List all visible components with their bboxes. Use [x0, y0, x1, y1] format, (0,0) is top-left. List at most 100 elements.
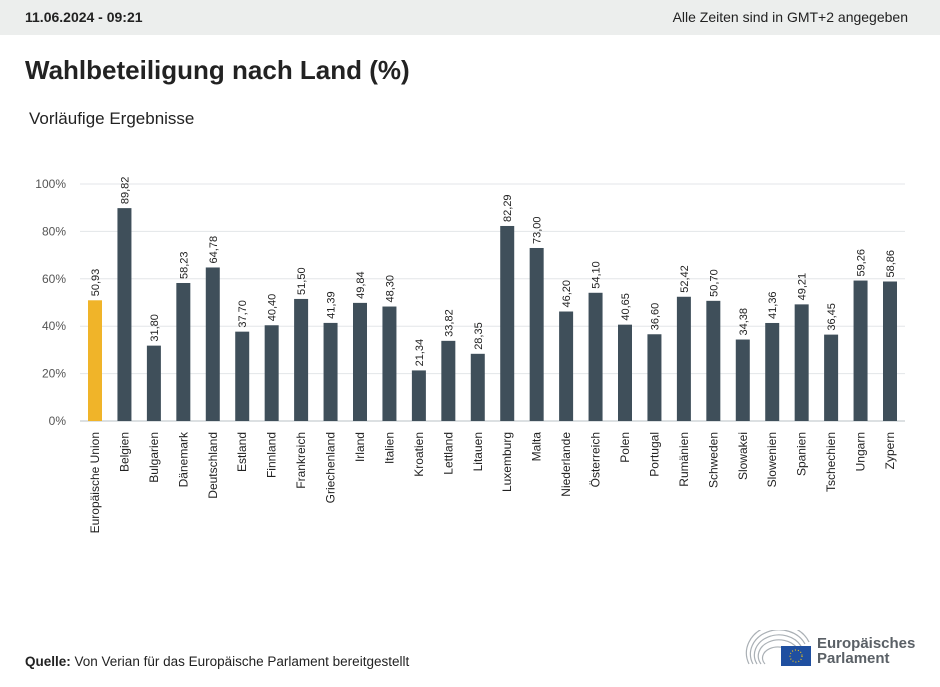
bar[interactable]: [529, 247, 544, 421]
data-label: 64,78: [208, 236, 220, 264]
y-tick-label: 100%: [35, 177, 66, 191]
bar[interactable]: [411, 370, 426, 421]
bar[interactable]: [676, 296, 691, 421]
bar[interactable]: [824, 334, 839, 421]
bar[interactable]: [588, 292, 603, 421]
data-label: 82,29: [502, 194, 514, 222]
bar[interactable]: [794, 304, 809, 421]
data-label: 31,80: [149, 314, 161, 342]
data-label: 49,21: [797, 273, 809, 301]
x-tick-label: Finnland: [265, 432, 279, 478]
x-tick-label: Ungarn: [854, 432, 868, 471]
data-label: 89,82: [119, 177, 131, 205]
x-tick-label: Dänemark: [176, 431, 190, 487]
bar[interactable]: [323, 322, 338, 421]
bar[interactable]: [117, 208, 132, 421]
data-label: 33,82: [443, 309, 455, 337]
x-tick-label: Österreich: [589, 432, 603, 487]
timestamp: 11.06.2024 - 09:21: [25, 9, 143, 25]
bar[interactable]: [382, 306, 397, 421]
data-label: 58,86: [885, 250, 897, 278]
bar[interactable]: [235, 331, 250, 421]
x-tick-label: Malta: [530, 432, 544, 462]
x-tick-label: Italien: [382, 432, 396, 464]
bar[interactable]: [765, 322, 780, 421]
x-tick-label: Slowakei: [736, 432, 750, 480]
data-label: 28,35: [473, 322, 485, 350]
x-tick-label: Belgien: [117, 432, 131, 472]
bar-chart: 0% 20% 40% 60% 80% 100% 50,93 Europäische Union…: [35, 177, 905, 533]
y-tick-label: 60%: [42, 272, 66, 286]
x-tick-label: Spanien: [795, 432, 809, 476]
x-tick-label: Estland: [235, 432, 249, 472]
logo-text-line1: Europäisches: [817, 635, 916, 652]
x-tick-label: Frankreich: [294, 432, 308, 489]
bar[interactable]: [353, 302, 367, 421]
data-label: 36,45: [826, 303, 838, 331]
data-label: 40,65: [620, 293, 632, 321]
eu-flag-icon: [781, 646, 811, 666]
data-label: 59,26: [856, 249, 868, 277]
data-label: 50,93: [90, 269, 102, 297]
data-label: 21,34: [414, 339, 426, 367]
data-label: 51,50: [296, 267, 308, 295]
x-tick-label: Lettland: [441, 432, 455, 475]
x-tick-label: Griechenland: [324, 432, 338, 503]
data-label: 48,30: [384, 275, 396, 303]
source-text: Von Verian für das Europäische Parlament…: [70, 654, 410, 669]
data-label: 49,84: [355, 271, 367, 299]
x-tick-label: Zypern: [883, 432, 897, 469]
x-tick-label: Irland: [353, 432, 367, 462]
x-tick-label: Portugal: [647, 432, 661, 477]
data-label: 41,36: [767, 291, 779, 319]
bar[interactable]: [883, 281, 897, 421]
logo-text-line2: Parlament: [817, 650, 890, 667]
data-label: 34,38: [738, 308, 750, 336]
x-tick-label: Bulgarien: [147, 432, 161, 483]
y-tick-label: 20%: [42, 367, 66, 381]
data-label: 40,40: [267, 294, 279, 322]
subtitle: Vorläufige Ergebnisse: [29, 109, 195, 128]
data-label: 41,39: [326, 291, 338, 319]
data-label: 37,70: [237, 300, 249, 328]
data-label: 46,20: [561, 280, 573, 308]
data-label: 50,70: [708, 269, 720, 297]
x-tick-label: Deutschland: [206, 432, 220, 499]
x-tick-label: Tschechien: [824, 432, 838, 492]
bar[interactable]: [441, 340, 456, 421]
data-label: 54,10: [591, 261, 603, 289]
x-tick-label: Kroatien: [412, 432, 426, 477]
bar[interactable]: [470, 353, 485, 421]
bar[interactable]: [559, 311, 574, 421]
x-tick-label: Europäische Union: [88, 432, 102, 533]
x-tick-label: Niederlande: [559, 432, 573, 497]
timezone-note: Alle Zeiten sind in GMT+2 angegeben: [672, 9, 908, 25]
source-note: Quelle: Von Verian für das Europäische P…: [25, 654, 409, 669]
bar[interactable]: [500, 225, 515, 421]
data-label: 52,42: [679, 265, 691, 293]
parliament-hemicycle-icon: [745, 630, 811, 666]
data-label: 58,23: [178, 251, 190, 279]
bar[interactable]: [647, 334, 662, 421]
y-tick-label: 0%: [49, 414, 67, 428]
bar[interactable]: [264, 325, 279, 421]
y-tick-label: 40%: [42, 319, 66, 333]
data-label: 36,60: [649, 303, 661, 331]
bar[interactable]: [853, 280, 868, 421]
x-tick-label: Luxemburg: [500, 432, 514, 492]
bar[interactable]: [146, 345, 161, 421]
x-tick-label: Rumänien: [677, 432, 691, 487]
bar[interactable]: [294, 298, 309, 421]
bar[interactable]: [735, 339, 750, 421]
x-tick-label: Polen: [618, 432, 632, 463]
bar[interactable]: [205, 267, 220, 421]
data-label: 73,00: [532, 216, 544, 244]
page-title: Wahlbeteiligung nach Land (%): [25, 55, 410, 85]
bar[interactable]: [706, 300, 721, 421]
bar[interactable]: [88, 300, 102, 421]
top-bar: 11.06.2024 - 09:21 Alle Zeiten sind in G…: [0, 0, 940, 35]
bar[interactable]: [176, 282, 191, 421]
european-parliament-logo: Europäisches Parlament: [745, 630, 925, 670]
bar[interactable]: [618, 324, 632, 421]
x-tick-label: Schweden: [706, 432, 720, 488]
